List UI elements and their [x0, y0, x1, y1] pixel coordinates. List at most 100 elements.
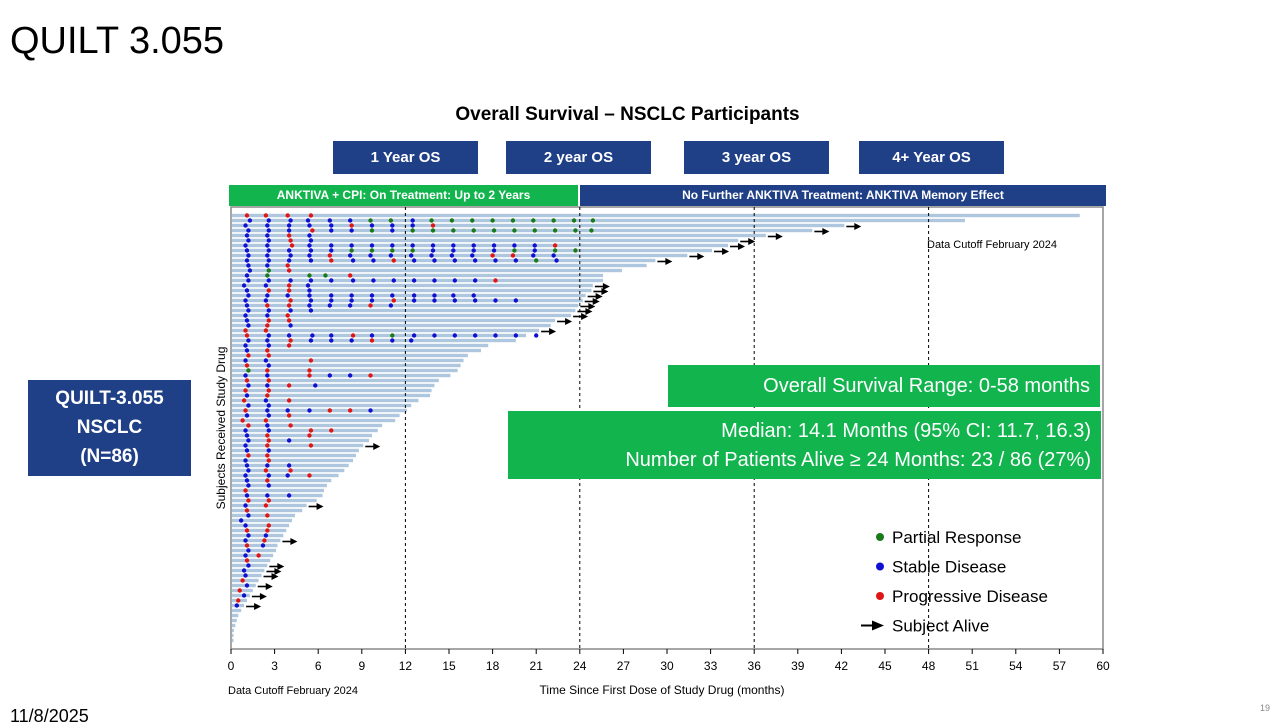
stable-marker — [288, 253, 293, 258]
partial-marker — [573, 248, 578, 253]
stable-marker — [246, 253, 251, 258]
stable-marker — [265, 243, 270, 248]
progressive-marker — [369, 338, 375, 343]
legend-label-partial: Partial Response — [892, 528, 1021, 547]
partial-marker — [430, 228, 436, 233]
progressive-marker — [244, 378, 250, 383]
stable-marker — [243, 458, 248, 463]
study-info-box: QUILT-3.055 NSCLC (N=86) — [28, 380, 191, 476]
stable-marker — [388, 303, 394, 308]
partial-marker — [552, 248, 558, 253]
stable-marker — [329, 333, 334, 338]
partial-marker — [512, 228, 517, 233]
progressive-marker — [288, 423, 293, 428]
subject-bar-74 — [232, 578, 259, 583]
progressive-marker — [266, 523, 271, 528]
partial-marker — [390, 248, 395, 253]
stable-marker — [266, 413, 271, 418]
stable-marker — [451, 248, 456, 253]
stable-marker — [532, 243, 537, 248]
stable-marker — [390, 228, 395, 233]
partial-marker — [410, 228, 415, 233]
alive-arrow — [846, 223, 862, 230]
stable-marker — [430, 243, 436, 248]
partial-marker — [512, 248, 517, 253]
progressive-marker — [265, 433, 270, 438]
subject-bar-31 — [232, 363, 461, 368]
alive-arrow-head — [822, 228, 830, 235]
alive-arrow-head — [290, 538, 298, 545]
stable-marker — [452, 258, 458, 263]
subject-bar-5 — [232, 233, 766, 238]
stable-marker — [409, 338, 414, 343]
stable-marker — [265, 313, 270, 318]
stable-marker — [329, 338, 334, 343]
stable-marker — [285, 293, 290, 298]
x-tick-label-42: 42 — [835, 659, 849, 673]
alive-arrow — [365, 443, 381, 450]
stable-marker — [263, 298, 269, 303]
x-tick-label-9: 9 — [358, 659, 365, 673]
subject-bar-82 — [232, 618, 237, 623]
partial-marker — [266, 268, 271, 273]
stable-marker — [308, 248, 314, 253]
stable-marker — [288, 323, 293, 328]
alive-arrow — [266, 568, 282, 575]
progressive-marker — [286, 283, 292, 288]
stable-marker — [329, 278, 334, 283]
stable-marker — [265, 493, 270, 498]
progressive-marker — [286, 303, 292, 308]
stable-marker — [531, 253, 536, 258]
stable-marker — [285, 408, 290, 413]
x-tick-label-0: 0 — [228, 659, 235, 673]
stable-marker — [350, 258, 356, 263]
partial-marker — [307, 273, 312, 278]
partial-marker — [246, 368, 251, 373]
stable-marker — [265, 463, 270, 468]
x-tick-label-30: 30 — [660, 659, 674, 673]
partial-marker — [471, 228, 476, 233]
partial-marker — [552, 228, 558, 233]
progressive-marker — [285, 263, 290, 268]
partial-marker — [551, 218, 556, 223]
x-tick-label-27: 27 — [617, 659, 631, 673]
stable-marker — [244, 273, 250, 278]
subject-bar-12 — [232, 268, 622, 273]
alive-arrow-head — [738, 243, 746, 250]
stable-marker — [449, 253, 455, 258]
stable-marker — [327, 373, 333, 378]
stable-marker — [411, 258, 417, 263]
stable-marker — [411, 293, 417, 298]
stable-marker — [493, 258, 498, 263]
stable-marker — [246, 513, 251, 518]
stable-marker — [265, 233, 270, 238]
subject-bar-22 — [232, 318, 556, 323]
stable-marker — [452, 298, 458, 303]
progressive-marker — [286, 343, 292, 348]
stable-marker — [371, 278, 376, 283]
alive-arrow-head — [722, 248, 730, 255]
os-box-1-year: 1 Year OS — [333, 141, 478, 174]
os-range-box: Overall Survival Range: 0-58 months — [668, 365, 1100, 407]
progressive-marker — [263, 468, 269, 473]
stable-marker — [265, 293, 270, 298]
stable-marker — [390, 223, 395, 228]
progressive-marker — [286, 398, 292, 403]
progressive-marker — [263, 503, 269, 508]
progressive-marker — [266, 438, 271, 443]
progressive-marker — [308, 358, 314, 363]
bars-group — [232, 213, 1080, 643]
stable-marker — [244, 463, 250, 468]
stable-marker — [432, 293, 437, 298]
stable-marker — [246, 238, 251, 243]
stable-marker — [329, 228, 334, 233]
stable-marker — [430, 248, 436, 253]
stable-marker — [472, 258, 478, 263]
reference-lines — [404, 207, 930, 649]
stable-marker — [310, 333, 315, 338]
stable-marker — [266, 428, 271, 433]
stable-marker — [347, 373, 353, 378]
progressive-marker — [265, 323, 270, 328]
stable-marker — [263, 398, 269, 403]
progressive-marker — [288, 338, 293, 343]
